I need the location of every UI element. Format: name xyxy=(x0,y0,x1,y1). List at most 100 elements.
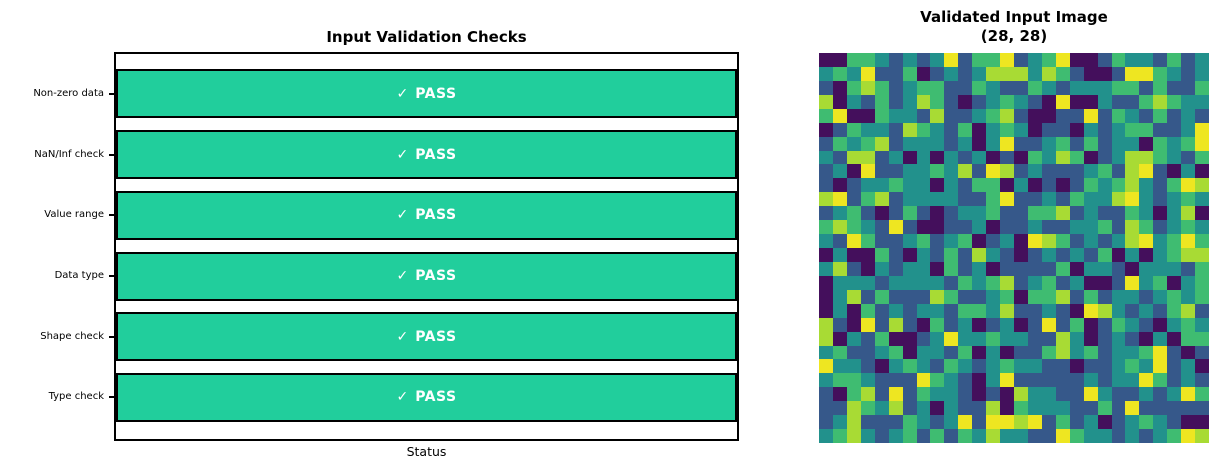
heatmap-cell xyxy=(902,248,917,262)
heatmap-cell xyxy=(972,192,987,207)
heatmap-cell xyxy=(1111,345,1126,360)
heatmap-cell xyxy=(832,373,847,388)
y-tick-mark xyxy=(109,214,114,217)
status-bar: ✓ PASS xyxy=(116,69,737,119)
heatmap-cell xyxy=(860,317,875,332)
heatmap-cell xyxy=(819,164,833,179)
heatmap-cell xyxy=(874,80,889,95)
heatmap-cell xyxy=(1055,303,1070,318)
heatmap-cell xyxy=(944,136,959,151)
heatmap-cell xyxy=(832,303,847,318)
heatmap-cell xyxy=(819,317,833,332)
heatmap-cell xyxy=(1083,122,1098,137)
heatmap-cell xyxy=(888,345,903,360)
heatmap-cell xyxy=(874,122,889,137)
heatmap-cell xyxy=(819,80,833,95)
heatmap-cell xyxy=(1000,401,1014,416)
heatmap-cell xyxy=(874,66,889,81)
heatmap-cell xyxy=(944,373,959,388)
heatmap-cell xyxy=(1083,345,1098,360)
heatmap-cell xyxy=(1069,192,1084,207)
heatmap-cell xyxy=(916,331,931,346)
heatmap-cell xyxy=(1195,66,1209,81)
heatmap-cell xyxy=(1195,373,1209,388)
heatmap-cell xyxy=(1111,108,1126,123)
heatmap-cell xyxy=(1041,387,1056,402)
heatmap-cell xyxy=(1097,66,1112,81)
heatmap-cell xyxy=(930,359,945,374)
heatmap-cell xyxy=(1014,192,1028,207)
heatmap-cell xyxy=(1069,150,1084,165)
heatmap-cell xyxy=(1181,94,1196,109)
heatmap-cell xyxy=(930,80,945,95)
heatmap-cell xyxy=(1097,275,1112,290)
heatmap-cell xyxy=(930,192,945,207)
heatmap-cell xyxy=(972,289,987,304)
heatmap-cell xyxy=(958,317,973,332)
heatmap-cell xyxy=(874,331,889,346)
heatmap-cell xyxy=(1000,136,1014,151)
heatmap-cell xyxy=(916,429,931,443)
heatmap-cell xyxy=(1181,150,1196,165)
heatmap-cell xyxy=(1167,373,1182,388)
heatmap-cell xyxy=(860,373,875,388)
heatmap-cell xyxy=(1181,53,1196,67)
heatmap-cell xyxy=(958,331,973,346)
heatmap-cell xyxy=(1083,150,1098,165)
heatmap-cell xyxy=(1139,429,1154,443)
heatmap-cell xyxy=(1000,429,1014,443)
heatmap-cell xyxy=(972,66,987,81)
heatmap-cell xyxy=(1083,429,1098,443)
heatmap-cell xyxy=(1125,248,1140,262)
heatmap-cell xyxy=(1014,94,1028,109)
heatmap-cell xyxy=(832,108,847,123)
heatmap-cell xyxy=(916,248,931,262)
ytick-label: Non-zero data xyxy=(33,87,104,99)
heatmap-cell xyxy=(1055,415,1070,430)
heatmap-cell xyxy=(1181,373,1196,388)
heatmap-cell xyxy=(1069,415,1084,430)
heatmap-cell xyxy=(902,387,917,402)
heatmap-cell xyxy=(1139,150,1154,165)
heatmap-cell xyxy=(944,248,959,262)
heatmap-cell xyxy=(1041,261,1056,276)
heatmap-cell xyxy=(1069,206,1084,221)
heatmap-cell xyxy=(1083,248,1098,262)
heatmap-cell xyxy=(916,164,931,179)
heatmap-cell xyxy=(958,429,973,443)
heatmap-cell xyxy=(916,136,931,151)
heatmap-cell xyxy=(888,373,903,388)
heatmap-cell xyxy=(1097,136,1112,151)
heatmap-cell xyxy=(888,401,903,416)
heatmap-cell xyxy=(860,220,875,235)
heatmap-cell xyxy=(1181,401,1196,416)
heatmap-cell xyxy=(1167,415,1182,430)
heatmap-cell xyxy=(1083,178,1098,193)
heatmap-cell xyxy=(972,317,987,332)
heatmap-cell xyxy=(1139,373,1154,388)
status-text: PASS xyxy=(415,389,457,406)
x-axis-label: Status xyxy=(406,444,447,459)
heatmap-cell xyxy=(846,373,861,388)
heatmap-cell xyxy=(1181,164,1196,179)
heatmap-cell xyxy=(986,94,1001,109)
heatmap-cell xyxy=(1000,164,1014,179)
heatmap-cell xyxy=(1181,234,1196,248)
heatmap-cell xyxy=(986,317,1001,332)
heatmap-cell xyxy=(1139,108,1154,123)
heatmap-cell xyxy=(1167,261,1182,276)
heatmap-cell xyxy=(1027,331,1042,346)
heatmap-cell xyxy=(944,192,959,207)
heatmap-cell xyxy=(1195,53,1209,67)
heatmap-cell xyxy=(1181,303,1196,318)
heatmap-cell xyxy=(888,53,903,67)
heatmap-cell xyxy=(860,178,875,193)
heatmap-cell xyxy=(1139,387,1154,402)
heatmap-cell xyxy=(1069,289,1084,304)
heatmap-cell xyxy=(846,275,861,290)
heatmap-cell xyxy=(846,303,861,318)
heatmap-cell xyxy=(1041,108,1056,123)
heatmap-cell xyxy=(1041,345,1056,360)
heatmap-cell xyxy=(958,164,973,179)
heatmap-cell xyxy=(832,317,847,332)
